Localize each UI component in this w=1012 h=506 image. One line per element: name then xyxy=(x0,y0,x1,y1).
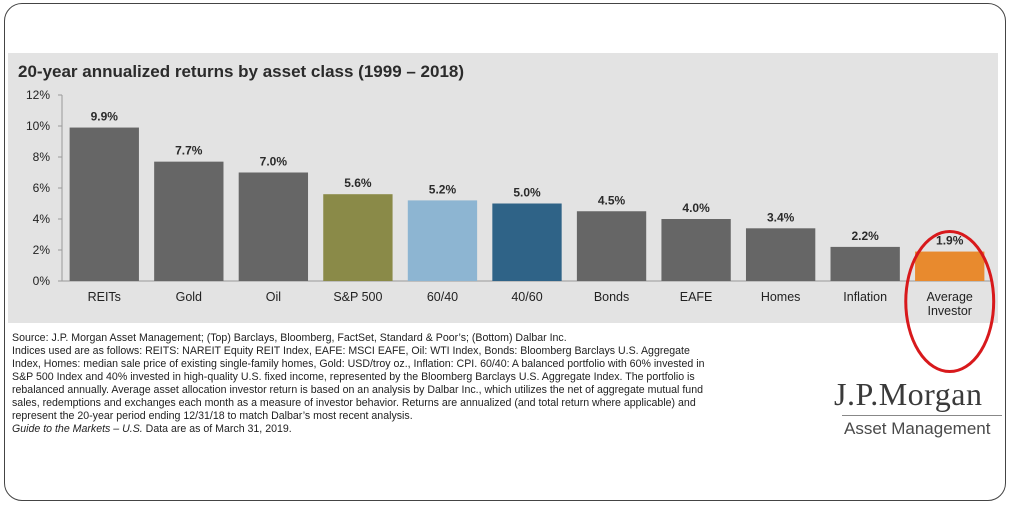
logo-rule xyxy=(842,415,1002,416)
data-label: 5.6% xyxy=(344,176,372,190)
data-label: 7.7% xyxy=(175,144,203,158)
jpmorgan-logo: J.P.Morgan Asset Management xyxy=(834,376,1004,439)
category-label: REITs xyxy=(88,290,121,304)
category-label: Investor xyxy=(927,304,971,318)
category-label: S&P 500 xyxy=(333,290,382,304)
bar xyxy=(830,246,900,281)
bar xyxy=(915,251,985,281)
data-label: 5.0% xyxy=(513,186,541,200)
category-label: Homes xyxy=(761,290,801,304)
category-label: Oil xyxy=(266,290,281,304)
y-tick-label: 10% xyxy=(26,119,50,133)
highlight-circle xyxy=(904,230,996,374)
chart-title: 20-year annualized returns by asset clas… xyxy=(18,62,465,81)
footnote-line: Indices used are as follows: REITS: NARE… xyxy=(12,345,690,357)
y-tick-label: 12% xyxy=(26,88,50,102)
bar xyxy=(407,200,478,281)
category-label: 40/60 xyxy=(511,290,542,304)
footnote-line: represent the 20-year period ending 12/3… xyxy=(12,410,413,422)
logo-brand: J.P.Morgan xyxy=(834,376,983,412)
footnote-line: rebalanced annually. Average asset alloc… xyxy=(12,384,703,396)
category-label: Average xyxy=(927,290,973,304)
y-tick-label: 6% xyxy=(33,181,51,195)
category-label: EAFE xyxy=(680,290,713,304)
bar xyxy=(576,211,647,281)
footnote-line: Source: J.P. Morgan Asset Management; (T… xyxy=(12,332,567,344)
bar xyxy=(154,161,224,281)
guide-title: Guide to the Markets – U.S. xyxy=(12,423,143,435)
data-label: 4.0% xyxy=(682,201,710,215)
data-label: 1.9% xyxy=(936,234,964,248)
bar xyxy=(69,127,139,281)
footnote-line: sales, redemptions and exchanges each mo… xyxy=(12,397,696,409)
data-date: Data are as of March 31, 2019. xyxy=(142,423,292,435)
data-label: 4.5% xyxy=(598,193,626,207)
data-label: 7.0% xyxy=(260,155,288,169)
logo-subtitle: Asset Management xyxy=(844,419,991,438)
y-tick-label: 4% xyxy=(33,212,51,226)
footnote-line: S&P 500 Index and 40% invested in high-q… xyxy=(12,371,695,383)
data-label: 2.2% xyxy=(852,229,880,243)
y-tick-label: 2% xyxy=(33,243,51,257)
category-label: 60/40 xyxy=(427,290,458,304)
data-label: 3.4% xyxy=(767,210,795,224)
bar xyxy=(492,203,562,281)
category-label: Bonds xyxy=(594,290,629,304)
bar xyxy=(323,194,393,281)
bar xyxy=(238,172,309,281)
y-tick-label: 8% xyxy=(33,150,51,164)
footnotes: Source: J.P. Morgan Asset Management; (T… xyxy=(12,332,812,436)
y-tick-label: 0% xyxy=(33,274,51,288)
footnote-date-line: Guide to the Markets – U.S. Data are as … xyxy=(12,423,812,436)
bar xyxy=(745,228,816,281)
data-label: 5.2% xyxy=(429,182,457,196)
category-label: Inflation xyxy=(843,290,887,304)
footnote-line: Index, Homes: median sale price of exist… xyxy=(12,358,705,370)
bar xyxy=(661,219,731,281)
category-label: Gold xyxy=(176,290,202,304)
data-label: 9.9% xyxy=(91,110,119,124)
